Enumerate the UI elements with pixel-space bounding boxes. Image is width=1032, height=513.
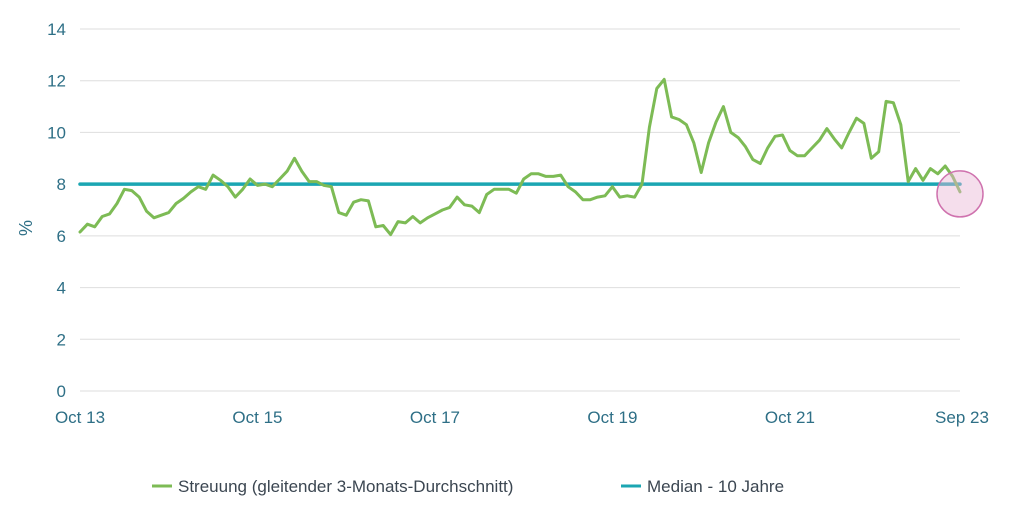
y-tick-label: 8 (57, 175, 66, 194)
y-tick-label: 6 (57, 227, 66, 246)
y-tick-label: 0 (57, 382, 66, 401)
legend: Streuung (gleitender 3-Monats-Durchschni… (152, 477, 784, 496)
y-tick-label: 4 (57, 279, 66, 298)
y-gridlines (80, 28, 960, 392)
highlight-marker (936, 170, 984, 218)
legend-label: Streuung (gleitender 3-Monats-Durchschni… (178, 477, 513, 496)
y-axis-label: % (16, 220, 36, 236)
y-axis-ticks: 0 2 4 6 8 10 12 14 (47, 20, 66, 401)
x-tick-label: Sep 23 (935, 408, 989, 427)
x-tick-label: Oct 17 (410, 408, 460, 427)
x-tick-label: Oct 13 (55, 408, 105, 427)
series-lines (78, 77, 984, 237)
legend-label: Median - 10 Jahre (647, 477, 784, 496)
x-axis-ticks: Oct 13 Oct 15 Oct 17 Oct 19 Oct 21 Sep 23 (55, 408, 989, 427)
y-tick-label: 14 (47, 20, 66, 39)
x-tick-label: Oct 21 (765, 408, 815, 427)
y-tick-label: 10 (47, 123, 66, 142)
y-tick-label: 12 (47, 72, 66, 91)
y-tick-label: 2 (57, 330, 66, 349)
x-tick-label: Oct 15 (232, 408, 282, 427)
x-tick-label: Oct 19 (587, 408, 637, 427)
spread-line (78, 77, 962, 237)
